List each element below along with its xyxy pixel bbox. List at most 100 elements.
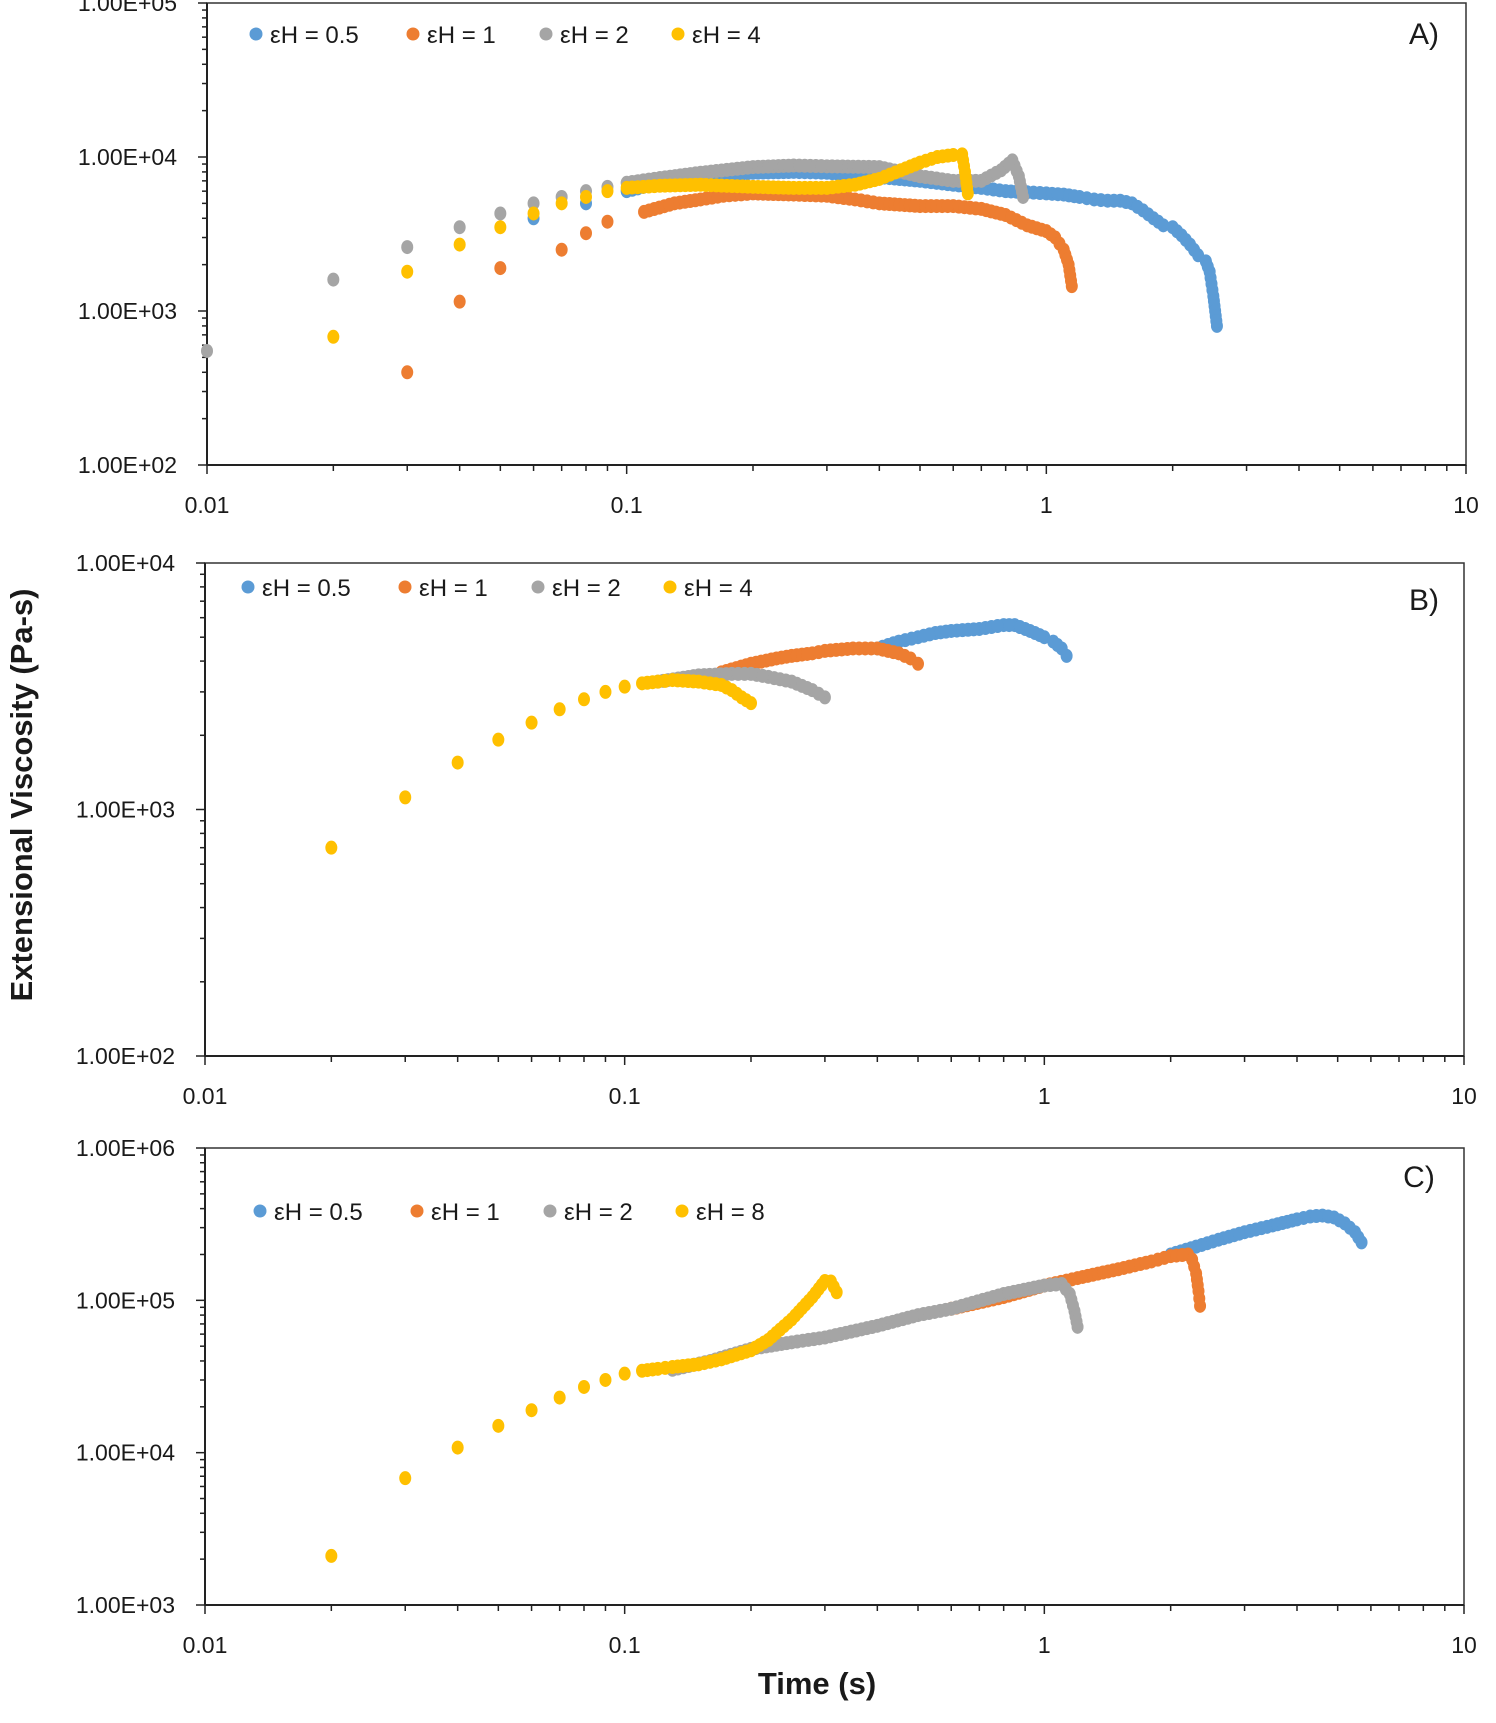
legend-marker	[406, 27, 420, 41]
data-point	[1051, 187, 1064, 202]
series-1	[715, 641, 925, 680]
data-point	[492, 1418, 505, 1433]
data-point	[453, 294, 466, 309]
data-point	[689, 177, 702, 192]
data-point	[1051, 638, 1064, 653]
data-point	[1171, 224, 1184, 239]
data-point	[1013, 620, 1026, 635]
x-tick-label: 0.1	[609, 1632, 641, 1658]
y-tick-label: 1.00E+03	[78, 298, 177, 324]
data-point	[939, 624, 952, 639]
data-point	[993, 183, 1006, 198]
data-point	[659, 1360, 672, 1375]
data-point	[453, 220, 466, 235]
data-point	[553, 702, 566, 717]
data-point	[577, 1379, 590, 1394]
data-point	[1297, 1210, 1310, 1225]
data-point	[741, 160, 754, 175]
data-point	[577, 692, 590, 707]
data-point	[494, 220, 507, 235]
panel-a: 0.01 0.1 1 10 1.00E+02 1.00E+03 1.00E+04 1.00E+…	[78, 0, 1479, 518]
data-point	[1206, 282, 1219, 297]
data-point	[327, 329, 340, 344]
data-point	[991, 619, 1004, 634]
data-point	[527, 196, 540, 211]
y-tick-label: 1.00E+03	[76, 797, 175, 823]
y-tick-label: 1.00E+04	[76, 550, 175, 576]
data-point	[941, 173, 954, 188]
data-point	[1206, 1234, 1219, 1249]
data-point	[1286, 1213, 1299, 1228]
data-point	[1210, 313, 1223, 328]
data-point	[730, 686, 743, 701]
data-point	[601, 184, 614, 199]
y-tick-label: 1.00E+04	[78, 144, 177, 170]
x-tick-label: 0.1	[609, 1083, 641, 1109]
data-point	[925, 151, 938, 166]
data-point	[1176, 1248, 1189, 1263]
x-tick-label: 0.01	[185, 492, 230, 518]
legend-label: εH = 2	[564, 1199, 633, 1226]
data-point	[841, 641, 854, 656]
x-tick-label: 10	[1451, 1083, 1477, 1109]
data-point	[401, 240, 414, 255]
legend-marker	[398, 580, 412, 594]
data-point	[780, 1336, 793, 1351]
data-point	[720, 667, 733, 682]
legend-label: εH = 1	[427, 22, 496, 49]
data-point	[780, 649, 793, 664]
data-point	[905, 631, 918, 646]
y-tick-label: 1.00E+05	[76, 1287, 175, 1313]
data-point	[827, 1279, 840, 1294]
data-point	[527, 206, 540, 221]
x-tick-label: 10	[1453, 492, 1479, 518]
data-point	[1179, 232, 1192, 247]
data-point	[494, 206, 507, 221]
data-point	[325, 1548, 338, 1563]
data-point	[812, 645, 825, 660]
data-point	[812, 686, 825, 701]
data-point	[401, 264, 414, 279]
y-tick-label: 1.00E+05	[78, 0, 177, 16]
data-point	[908, 198, 921, 213]
data-point	[1053, 236, 1066, 251]
data-point	[1066, 1272, 1079, 1287]
data-point	[663, 197, 676, 212]
legend-item: εH = 8	[675, 1199, 765, 1226]
data-point	[1060, 648, 1073, 663]
series-3	[325, 673, 757, 855]
legend-label: εH = 0.5	[262, 575, 351, 602]
data-point	[994, 206, 1007, 221]
data-point	[1193, 1291, 1206, 1306]
x-axis-title: Time (s)	[758, 1666, 876, 1701]
series-3	[325, 1273, 843, 1563]
data-point	[1261, 1219, 1274, 1234]
data-point	[401, 365, 414, 380]
data-point	[889, 165, 902, 180]
data-point	[923, 627, 936, 642]
data-point	[399, 790, 412, 805]
x-tick-label: 0.01	[183, 1632, 228, 1658]
data-point	[1352, 1230, 1365, 1245]
legend-item: εH = 0.5	[241, 575, 351, 602]
data-point	[1068, 189, 1081, 204]
data-point	[555, 196, 568, 211]
data-point	[1065, 273, 1078, 288]
legend-marker	[410, 1204, 424, 1218]
legend-marker	[671, 27, 685, 41]
data-point	[687, 1357, 700, 1372]
legend-marker	[531, 580, 545, 594]
data-point	[327, 272, 340, 287]
legend-item: εH = 2	[543, 1199, 633, 1226]
data-point	[525, 715, 538, 730]
data-point	[399, 1471, 412, 1486]
data-point	[815, 180, 828, 195]
data-point	[1049, 1277, 1062, 1292]
x-tick-label: 1	[1038, 1083, 1051, 1109]
data-point	[599, 1372, 612, 1387]
data-point	[601, 214, 614, 229]
plot-area	[206, 2, 1467, 466]
data-point	[779, 673, 792, 688]
